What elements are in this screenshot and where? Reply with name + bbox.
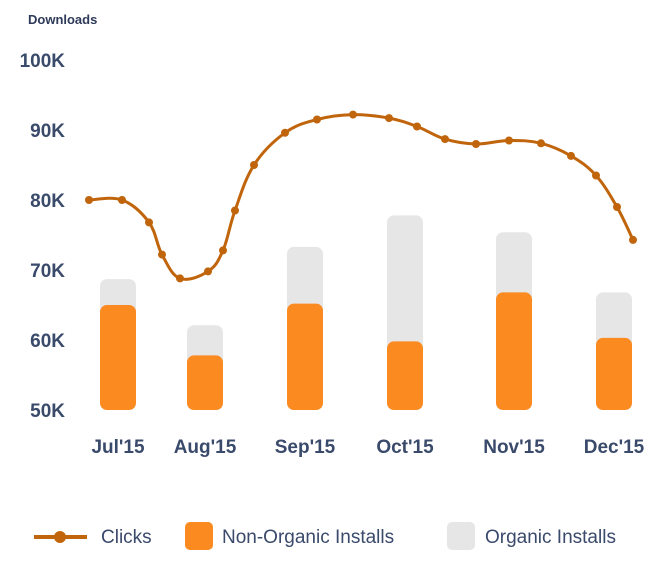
clicks-point [281,128,289,137]
non-organic-installs-bar [496,292,532,410]
x-tick-label: Dec'15 [584,437,645,458]
clicks-point [592,171,600,180]
clicks-point [629,235,637,244]
clicks-point [313,115,321,124]
clicks-point [176,274,184,283]
y-tick-label: 90K [30,121,65,142]
y-tick-label: 80K [30,191,65,212]
x-tick-label: Oct'15 [376,437,434,458]
x-tick-label: Nov'15 [483,437,545,458]
clicks-point [250,161,258,169]
x-tick-label: Jul'15 [91,437,145,458]
clicks-point [441,135,449,144]
non-organic-installs-bar [596,337,632,410]
clicks-series-line [88,113,635,281]
non-organic-installs-bars [100,292,632,410]
clicks-point [158,250,166,259]
organic-installs-bars [100,215,632,410]
clicks-point [537,139,545,148]
legend: Clicks Non-Organic Installs Organic Inst… [34,522,616,550]
organic-swatch-icon [447,522,475,550]
x-tick-label: Sep'15 [275,437,336,458]
x-ticks: Jul'15 Aug'15 Sep'15 Oct'15 Nov'15 Dec'15 [91,437,644,458]
legend-label-clicks: Clicks [101,527,152,548]
y-axis-title: Downloads [28,12,97,27]
y-tick-label: 60K [30,331,65,352]
clicks-point [349,110,357,119]
y-tick-label: 100K [20,51,66,72]
legend-item-non-organic: Non-Organic Installs [185,522,394,550]
legend-label-non-organic: Non-Organic Installs [222,527,394,548]
clicks-point [219,246,227,255]
y-ticks: 50K 60K 70K 80K 90K 100K [20,51,66,422]
non-organic-installs-bar [387,341,423,410]
y-tick-label: 70K [30,261,65,282]
non-organic-installs-bar [100,305,136,410]
clicks-line [85,110,637,283]
non-organic-installs-bar [187,355,223,410]
clicks-point [413,122,421,131]
clicks-point [85,196,93,204]
clicks-point [204,267,212,276]
clicks-point [613,203,621,211]
clicks-point [505,136,513,145]
clicks-point [385,114,393,123]
legend-label-organic: Organic Installs [485,527,616,548]
clicks-point [567,151,575,160]
clicks-point [118,196,126,204]
clicks-point [472,140,480,148]
clicks-legend-dot-icon [54,531,66,543]
y-tick-label: 50K [30,401,65,422]
clicks-point [231,206,239,215]
x-tick-label: Aug'15 [174,437,237,458]
legend-item-organic: Organic Installs [447,522,616,550]
non-organic-installs-bar [287,303,323,410]
non-organic-swatch-icon [185,522,213,550]
legend-item-clicks: Clicks [34,527,152,548]
clicks-point [145,218,153,227]
